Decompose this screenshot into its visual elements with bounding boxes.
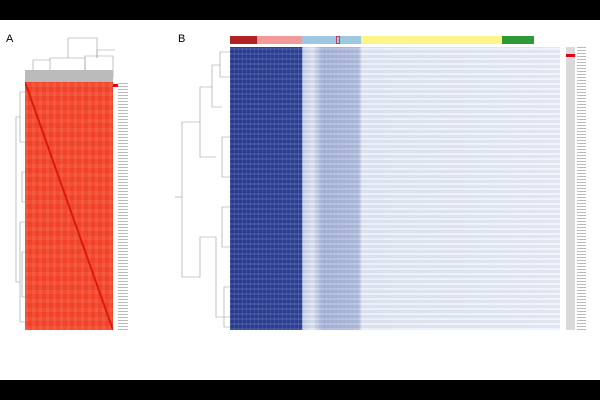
class-bar-segment (502, 36, 534, 44)
bottom-letterbox (0, 380, 600, 400)
panel-b-side-bar (566, 47, 575, 330)
panel-a-label: A (6, 33, 14, 45)
panel-a-row-dendrogram (15, 91, 25, 323)
top-letterbox (0, 0, 600, 20)
panel-b-expression-heatmap (230, 47, 560, 330)
panel-a-row-labels (118, 82, 128, 330)
panel-b-label: B (178, 33, 186, 45)
panel-b-highlight-marker (566, 54, 575, 57)
class-bar-segment (230, 36, 257, 44)
panel-a-highlight-marker (113, 84, 118, 87)
class-bar-segment (257, 36, 302, 44)
panel-a-column-dendrogram (25, 37, 115, 82)
class-bar-segment (361, 36, 502, 44)
class-bar-highlight (336, 36, 340, 44)
panel-a-correlation-heatmap (25, 82, 113, 330)
panel-b-row-labels (577, 47, 586, 330)
class-bar-segment (302, 36, 361, 44)
panel-b-row-dendrogram (175, 51, 230, 328)
